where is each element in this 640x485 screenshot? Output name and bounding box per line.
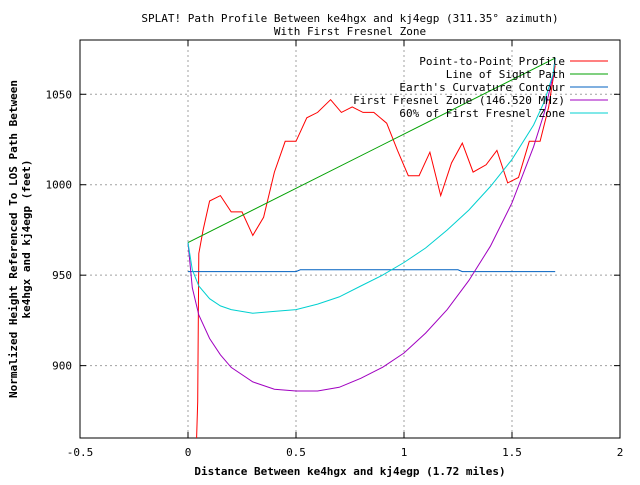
series-line-60-of-first-fresnel-zone <box>187 58 556 314</box>
chart-subtitle: With First Fresnel Zone <box>274 25 426 38</box>
legend-label: Point-to-Point Profile <box>419 55 565 68</box>
series-line-point-to-point-profile <box>196 65 556 439</box>
x-tick-label: 2 <box>617 446 624 459</box>
axis-ticks: -0.5 0 0.5 1 1.5 2 900 950 1000 1050 <box>46 40 624 459</box>
x-tick-label: 0.5 <box>286 446 306 459</box>
y-axis-label-line-1: Normalized Height Referenced To LOS Path… <box>7 80 20 398</box>
legend-label: Earth's Curvature Contour <box>399 81 565 94</box>
x-tick-label: -0.5 <box>67 446 94 459</box>
series-line-line-of-sight-path <box>187 57 556 244</box>
x-axis-label: Distance Between ke4hgx and kj4egp (1.72… <box>194 465 505 478</box>
legend-label: Line of Sight Path <box>446 68 565 81</box>
y-tick-label: 1000 <box>46 179 73 192</box>
legend-label: 60% of First Fresnel Zone <box>399 107 565 120</box>
legend-label: First Fresnel Zone (146.520 MHz) <box>353 94 565 107</box>
x-tick-label: 0 <box>185 446 192 459</box>
series-group <box>187 57 556 439</box>
y-tick-label: 1050 <box>46 88 73 101</box>
grid <box>80 40 620 438</box>
y-tick-label: 950 <box>52 269 72 282</box>
series-line-earth-s-curvature-contour <box>188 269 556 273</box>
plot-frame <box>79 39 621 439</box>
y-tick-label: 900 <box>52 360 72 373</box>
x-tick-label: 1.5 <box>502 446 522 459</box>
chart-title: SPLAT! Path Profile Between ke4hgx and k… <box>141 12 558 25</box>
series-line-first-fresnel-zone-146-520-mhz <box>187 58 556 392</box>
x-tick-label: 1 <box>401 446 408 459</box>
y-axis-label-line-2: ke4hgx and kj4egp (feet) <box>20 160 33 319</box>
